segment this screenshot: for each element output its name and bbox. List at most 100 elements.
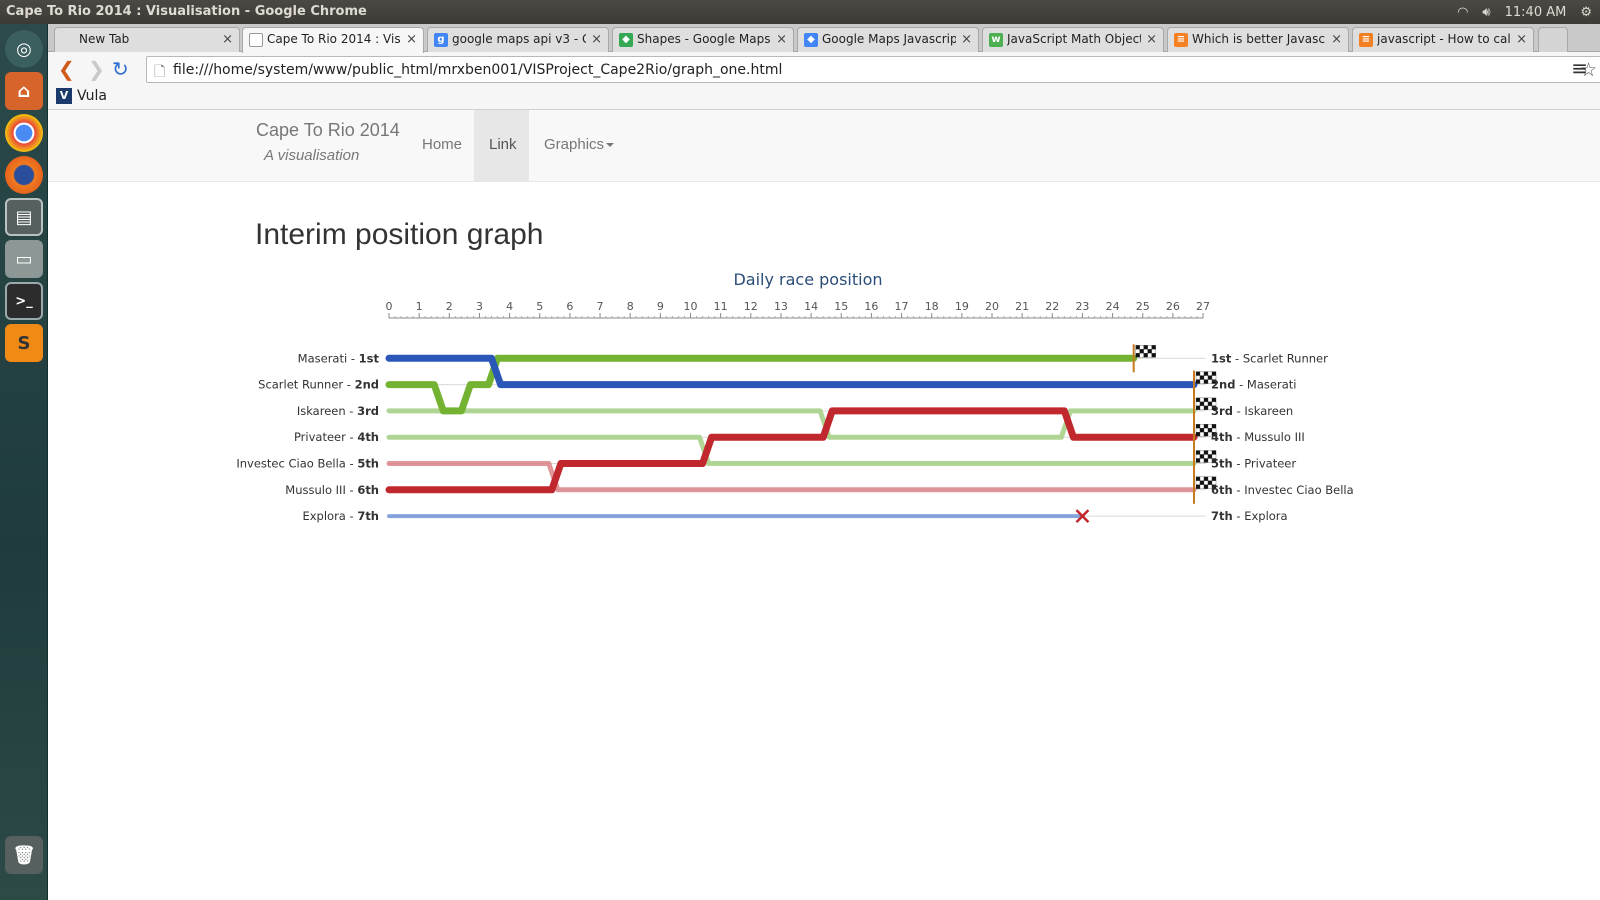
google-developers-favicon-icon: ◆ (619, 33, 633, 47)
right-row-label: 6th - Investec Ciao Bella (1211, 483, 1354, 497)
x-tick-label: 0 (386, 300, 393, 313)
x-tick-label: 3 (476, 300, 483, 313)
sublime-text-icon[interactable]: S (5, 324, 43, 362)
checkered-flag-icon (1195, 397, 1217, 411)
series-line-maserati (385, 354, 1198, 389)
checkered-flag-icon (1135, 345, 1156, 358)
disk-icon[interactable]: ▭ (5, 240, 43, 278)
firefox-icon[interactable] (5, 156, 43, 194)
tab-label: javascript - How to call ol (1377, 32, 1511, 46)
vula-favicon-icon: V (56, 88, 72, 104)
tab-label: Shapes - Google Maps Ja (637, 32, 771, 46)
browser-tab-strip: New Tab × Cape To Rio 2014 : Visual × g … (48, 24, 1600, 53)
close-icon[interactable]: × (776, 32, 787, 47)
left-row-label: Privateer - 4th (294, 430, 379, 444)
chrome-icon[interactable] (5, 114, 43, 152)
x-tick-label: 14 (804, 300, 818, 313)
retired-x-marker-icon (1075, 509, 1090, 523)
close-icon[interactable]: × (1516, 32, 1527, 47)
nav-home[interactable]: Home (407, 110, 477, 181)
w3schools-favicon-icon: w (989, 33, 1003, 47)
address-url: file:///home/system/www/public_html/mrxb… (173, 62, 783, 78)
page-title: Interim position graph (255, 218, 544, 251)
left-row-label: Investec Ciao Bella - 5th (236, 457, 379, 471)
x-tick-label: 19 (955, 300, 969, 313)
system-monitor-icon[interactable]: ▤ (5, 198, 43, 236)
x-tick-label: 1 (416, 300, 423, 313)
files-icon[interactable]: ⌂ (5, 72, 43, 110)
tab-label: JavaScript Math Object (1007, 32, 1141, 46)
tab-new-tab[interactable]: New Tab × (54, 27, 240, 52)
tab-cape-to-rio[interactable]: Cape To Rio 2014 : Visual × (242, 27, 424, 53)
bookmark-star-icon[interactable]: ☆ (1579, 59, 1597, 81)
bookmark-vula[interactable]: V Vula (56, 88, 107, 104)
clock[interactable]: 11:40 AM (1504, 4, 1567, 20)
x-tick-label: 23 (1075, 300, 1089, 313)
x-tick-label: 12 (744, 300, 758, 313)
close-icon[interactable]: × (406, 32, 417, 47)
google-favicon-icon: g (434, 33, 448, 47)
stackoverflow-favicon-icon: ≡ (1174, 33, 1188, 47)
left-row-label: Iskareen - 3rd (297, 404, 379, 418)
chrome-menu-icon[interactable]: ≡ (1571, 56, 1588, 80)
close-icon[interactable]: × (1146, 32, 1157, 47)
bookmarks-bar: V Vula (48, 86, 1600, 110)
close-icon[interactable]: × (1331, 32, 1342, 47)
tab-label: Cape To Rio 2014 : Visual (267, 32, 401, 46)
bookmark-label: Vula (77, 88, 107, 104)
tab-label: Google Maps Javascript A (822, 32, 956, 46)
x-tick-label: 5 (536, 300, 543, 313)
x-tick-label: 11 (714, 300, 728, 313)
google-developers-favicon-icon: ◆ (804, 33, 818, 47)
right-row-label: 1st - Scarlet Runner (1211, 351, 1328, 365)
nav-graphics-dropdown[interactable]: Graphics (529, 110, 629, 181)
left-row-label: Maserati - 1st (298, 351, 380, 365)
tab-google-maps-js[interactable]: ◆ Google Maps Javascript A × (797, 27, 979, 52)
nav-link[interactable]: Link (474, 110, 529, 181)
wifi-icon[interactable]: ◠ (1457, 4, 1469, 20)
tab-label: google maps api v3 - Goo (452, 32, 586, 46)
x-tick-label: 21 (1015, 300, 1029, 313)
tab-google-maps-api[interactable]: g google maps api v3 - Goo × (427, 27, 609, 52)
volume-icon[interactable]: 🔊︎ (1482, 4, 1491, 20)
site-brand[interactable]: Cape To Rio 2014 A visualisation (256, 120, 400, 164)
reload-icon[interactable]: ↻ (112, 57, 129, 81)
close-icon[interactable]: × (591, 32, 602, 47)
right-row-label: 5th - Privateer (1211, 457, 1296, 471)
address-bar[interactable]: 🗋︎ file:///home/system/www/public_html/m… (146, 56, 1600, 83)
x-tick-label: 10 (684, 300, 698, 313)
tab-shapes[interactable]: ◆ Shapes - Google Maps Ja × (612, 27, 794, 52)
forward-arrow-icon[interactable]: ❯ (88, 57, 105, 81)
checkered-flag-icon (1195, 476, 1217, 489)
tab-which-is-better[interactable]: ≡ Which is better Javascrip × (1167, 27, 1349, 52)
tab-label: Which is better Javascrip (1192, 32, 1326, 46)
brand-subtitle: A visualisation (264, 147, 360, 164)
page-icon: 🗋︎ (154, 64, 166, 80)
x-tick-label: 22 (1045, 300, 1059, 313)
x-tick-label: 24 (1106, 300, 1120, 313)
tab-how-to-call[interactable]: ≡ javascript - How to call ol × (1352, 27, 1534, 52)
x-tick-label: 26 (1166, 300, 1180, 313)
x-tick-label: 2 (446, 300, 453, 313)
series-line-investec-ciao-bella (386, 461, 1197, 493)
checkered-flag-icon (1195, 371, 1217, 384)
checkered-flag-icon (1195, 424, 1217, 437)
caret-down-icon (606, 143, 615, 148)
left-row-label: Scarlet Runner - 2nd (258, 378, 379, 392)
close-icon[interactable]: × (961, 32, 972, 47)
tab-js-math-object[interactable]: w JavaScript Math Object × (982, 27, 1164, 52)
trash-icon[interactable]: 🗑︎ (5, 836, 43, 874)
x-tick-label: 4 (506, 300, 513, 313)
nav-link-label: Graphics (544, 136, 605, 153)
settings-gear-icon[interactable]: ⚙ (1580, 4, 1592, 20)
terminal-icon[interactable]: >_ (5, 282, 43, 320)
x-tick-label: 6 (566, 300, 573, 313)
new-tab-button[interactable] (1538, 27, 1568, 52)
dash-home-icon[interactable]: ◎ (5, 30, 43, 68)
x-tick-label: 8 (627, 300, 634, 313)
back-arrow-icon[interactable]: ❮ (58, 57, 75, 81)
brand-title: Cape To Rio 2014 (256, 120, 400, 140)
x-tick-label: 18 (925, 300, 939, 313)
close-icon[interactable]: × (222, 32, 233, 47)
